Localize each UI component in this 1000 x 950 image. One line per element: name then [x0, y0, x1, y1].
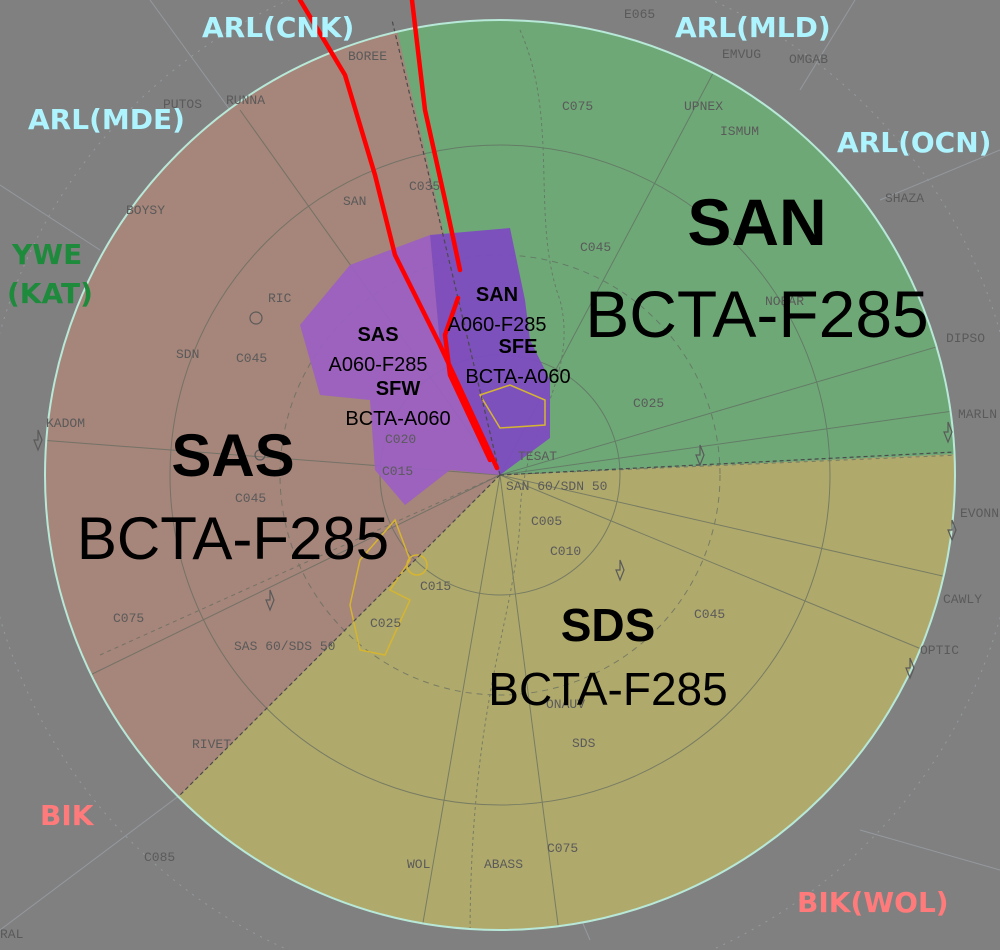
fix-label: C045: [580, 240, 611, 255]
fix-label: RUNNA: [226, 93, 265, 108]
fix-label: E065: [624, 7, 655, 22]
adjacent-unit-bik-wol: BIK(WOL): [797, 886, 949, 919]
fix-label: SDS: [572, 736, 596, 751]
sector-boundaries: [179, 19, 956, 796]
inner-sas-name: SAS: [357, 324, 398, 346]
fix-label: C045: [235, 491, 266, 506]
fix-label: C020: [385, 432, 416, 447]
fix-label: SHAZA: [885, 191, 924, 206]
fix-label: C015: [382, 464, 413, 479]
fix-label: ABASS: [484, 857, 523, 872]
aircraft-tracks: [297, 0, 500, 471]
inner-sas-limits: A060-F285: [329, 354, 428, 376]
fix-label: DIPSO: [946, 331, 985, 346]
fix-label: C010: [550, 544, 581, 559]
fix-label: C025: [370, 616, 401, 631]
inner-san-name: SAN: [476, 284, 518, 306]
fix-label: SDN: [176, 347, 199, 362]
fix-label: C035: [409, 179, 440, 194]
fix-labels: E065 EMVUG OMGAB UPNEX ISMUM C075 BOREE …: [0, 7, 999, 942]
sds-sector-limits: BCTA-F285: [488, 663, 727, 715]
fix-label: C085: [144, 850, 175, 865]
fix-label: C075: [113, 611, 144, 626]
sas-sector-limits: BCTA-F285: [77, 505, 389, 572]
inner-sas-sector-area[interactable]: [300, 235, 500, 505]
sas-sector-area[interactable]: [0, 0, 500, 950]
fix-label: C045: [694, 607, 725, 622]
fix-label: EMVUG: [722, 47, 761, 62]
adjacent-unit-labels: ARL(CNK) ARL(MLD) ARL(MDE) ARL(OCN) YWE …: [7, 11, 991, 919]
sfe-name: SFE: [499, 336, 538, 358]
yellow-restricted-outlines: [349, 384, 546, 656]
fix-label: SAN: [343, 194, 366, 209]
fix-label: SAS 60/SDS 50: [234, 639, 335, 654]
fix-label: C015: [420, 579, 451, 594]
fix-label: C045: [236, 351, 267, 366]
fix-label: C025: [633, 396, 664, 411]
adjacent-unit-bik: BIK: [40, 799, 95, 832]
fix-label: NOBAR: [765, 294, 804, 309]
adjacent-unit-arl-mde: ARL(MDE): [28, 103, 185, 136]
adjacent-unit-arl-ocn: ARL(OCN): [837, 126, 991, 159]
outer-boundary-ring: [44, 19, 956, 931]
sds-sector-area[interactable]: [0, 452, 1000, 950]
fix-label: ISMUM: [720, 124, 759, 139]
fix-label: OPTIC: [920, 643, 959, 658]
fix-label: WOL: [407, 857, 430, 872]
fix-label: KADOM: [46, 416, 85, 431]
sfw-limits: BCTA-A060: [345, 408, 450, 430]
fix-label: BOREE: [348, 49, 387, 64]
fix-label: C075: [547, 841, 578, 856]
fix-label: RAL: [0, 927, 23, 942]
san-sector-limits: BCTA-F285: [585, 277, 929, 351]
fix-label: C075: [562, 99, 593, 114]
fix-label: OMGAB: [789, 52, 828, 67]
adjacent-unit-arl-cnk: ARL(CNK): [202, 11, 354, 44]
adjacent-unit-arl-mld: ARL(MLD): [675, 11, 831, 44]
inner-san-limits: A060-F285: [448, 314, 547, 336]
track-2[interactable]: [409, 0, 463, 273]
adjacent-unit-ywe: YWE: [11, 238, 82, 271]
fix-label: UPNEX: [684, 99, 723, 114]
fix-label: PUTOS: [163, 97, 202, 112]
fix-label: RIC: [268, 291, 292, 306]
fix-label: C005: [531, 514, 562, 529]
fix-label: MARLN: [958, 407, 997, 422]
waypoint-markers: [33, 311, 957, 680]
track-3[interactable]: [442, 295, 493, 463]
fix-label: SAN 60/SDN 50: [506, 479, 607, 494]
fix-label: EVONN: [960, 506, 999, 521]
fix-label: CAWLY: [943, 592, 982, 607]
san-sector-name: SAN: [687, 185, 826, 259]
fix-label: RIVET: [192, 737, 231, 752]
sector-labels: SAN BCTA-F285 SAS BCTA-F285 SDS BCTA-F28…: [77, 185, 929, 715]
sfe-limits: BCTA-A060: [465, 366, 570, 388]
adjacent-unit-kat: (KAT): [7, 277, 93, 310]
fix-label: TESAT: [518, 449, 557, 464]
sds-sector-name: SDS: [561, 599, 656, 651]
inner-san-sector-area[interactable]: [430, 228, 550, 475]
fix-label: ONAUV: [546, 697, 585, 712]
fix-label: BOYSY: [126, 203, 165, 218]
sas-sector-name: SAS: [171, 422, 294, 489]
sfw-name: SFW: [376, 378, 421, 400]
